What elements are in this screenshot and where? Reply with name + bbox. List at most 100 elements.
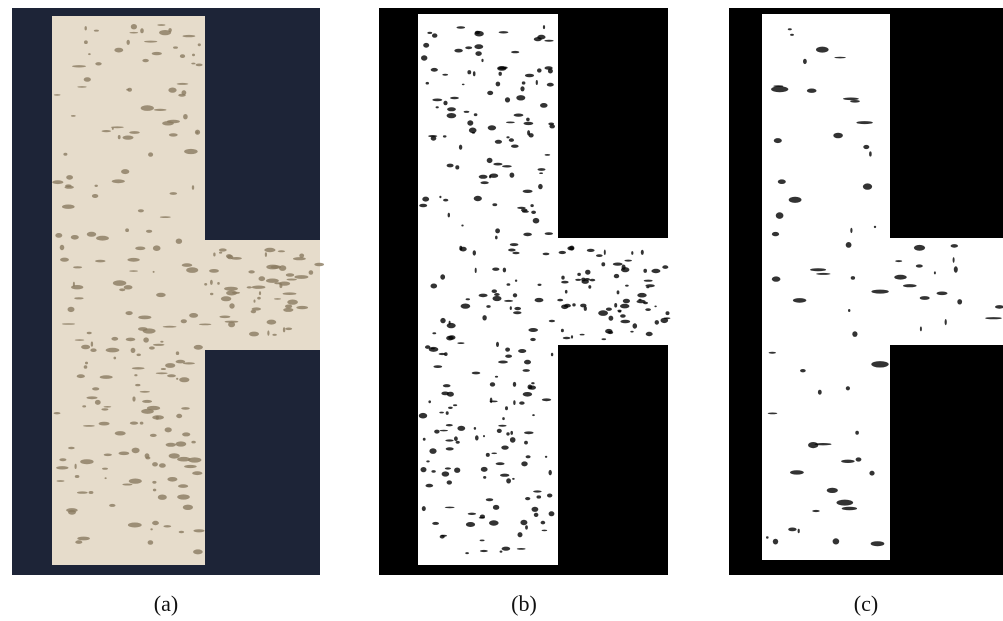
speckle [466, 522, 475, 527]
speckle [514, 307, 521, 310]
speckle [492, 289, 497, 293]
speckle [178, 484, 188, 488]
speckle [287, 279, 297, 281]
speckle [173, 46, 178, 48]
speckle [68, 447, 75, 449]
speckle [483, 435, 485, 437]
speckle [638, 299, 641, 301]
speckle [115, 431, 126, 435]
speckle [62, 205, 75, 209]
speckle [852, 331, 857, 337]
speckle [221, 296, 231, 301]
speckle [524, 441, 528, 445]
speckle [267, 320, 277, 325]
speckle [127, 258, 139, 262]
speckle [66, 175, 73, 180]
speckle [422, 506, 426, 511]
speckle [219, 248, 227, 251]
speckle [833, 538, 840, 544]
speckle [82, 405, 86, 407]
speckle [158, 495, 167, 500]
speckle [183, 35, 196, 37]
speckle [863, 145, 869, 149]
speckle [127, 40, 130, 45]
speckle [511, 51, 519, 53]
speckle [443, 384, 451, 387]
speckle [439, 412, 444, 414]
speckle [604, 250, 606, 256]
speckle [447, 323, 456, 328]
speckle [183, 114, 188, 119]
speckle [94, 30, 99, 32]
speckle [482, 315, 486, 320]
speckle [152, 481, 156, 484]
speckle [129, 270, 138, 272]
speckle [130, 422, 138, 425]
speckle [209, 269, 219, 273]
speckle [654, 306, 656, 308]
speckle [119, 288, 125, 291]
speckle [874, 226, 876, 228]
speckle [871, 361, 888, 367]
speckle [285, 328, 292, 331]
speckle [105, 477, 107, 479]
panel-a [12, 8, 320, 575]
speckle [445, 507, 455, 509]
speckle [440, 318, 445, 323]
speckle [92, 387, 99, 390]
speckle [850, 100, 860, 103]
speckle [286, 273, 294, 276]
speckle [497, 429, 502, 433]
speckle [138, 209, 144, 212]
speckle [167, 120, 180, 123]
speckle [160, 341, 163, 343]
speckle [510, 437, 516, 443]
speckle [431, 284, 438, 289]
speckle [176, 351, 179, 355]
speckle [516, 95, 525, 100]
speckle [121, 169, 129, 174]
speckle [163, 326, 177, 328]
speckle [191, 441, 195, 444]
speckle [625, 285, 629, 287]
speckle [536, 80, 538, 85]
speckle [812, 510, 820, 512]
speckle [645, 284, 654, 287]
speckle [475, 435, 479, 440]
speckle [577, 273, 581, 276]
speckle [83, 425, 95, 427]
speckle [609, 316, 614, 321]
speckle [267, 330, 269, 335]
speckle [818, 390, 822, 395]
speckle [510, 431, 513, 435]
speckle [90, 348, 96, 352]
speckle [937, 292, 948, 296]
speckle [505, 348, 510, 352]
speckle [113, 280, 126, 286]
speckle [505, 406, 508, 410]
speckle [55, 233, 62, 238]
speckle [492, 203, 497, 206]
speckle [934, 271, 936, 274]
speckle [95, 62, 101, 65]
speckle [180, 54, 185, 58]
speckle [542, 530, 548, 532]
speckle [537, 35, 545, 40]
speckle [561, 276, 564, 280]
speckle [428, 135, 437, 137]
speckle [500, 474, 509, 477]
speckle [446, 424, 453, 426]
speckle [283, 292, 297, 295]
speckle [68, 510, 76, 515]
speckle [114, 357, 117, 360]
speckle [493, 163, 502, 166]
speckle [124, 285, 133, 289]
speckle [620, 320, 630, 324]
speckle [646, 332, 653, 336]
speckle [543, 25, 545, 29]
speckle [533, 218, 540, 224]
speckle [204, 283, 207, 286]
speckle [507, 283, 511, 286]
speckle [227, 255, 233, 259]
speckle [810, 268, 826, 271]
